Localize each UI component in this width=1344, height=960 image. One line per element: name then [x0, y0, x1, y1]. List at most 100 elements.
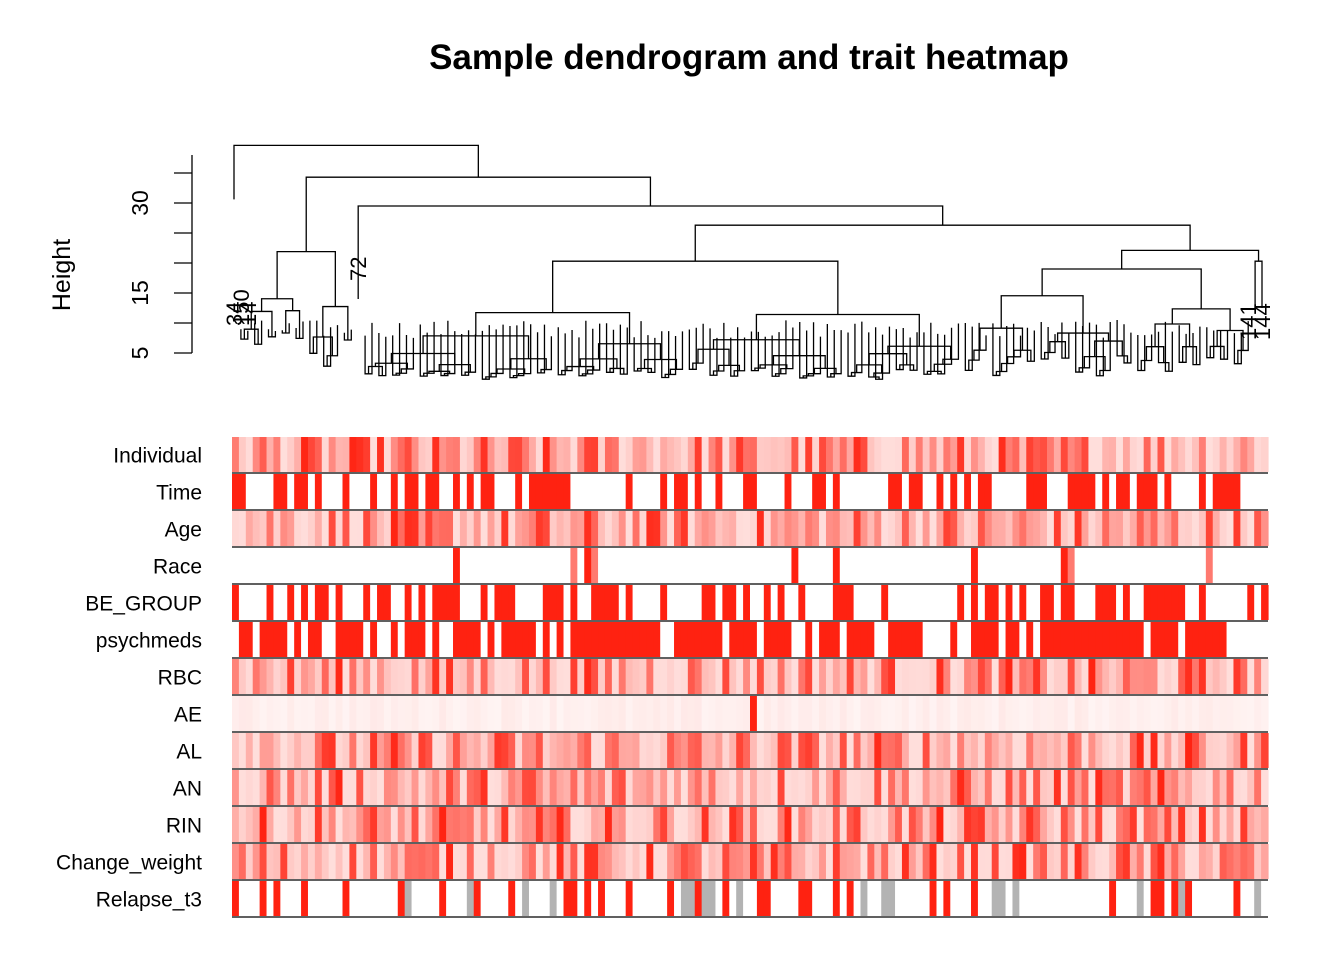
heatmap-cell	[639, 770, 647, 805]
heatmap-cell	[321, 696, 330, 731]
heatmap-cell	[867, 548, 875, 583]
heatmap-cell	[701, 844, 710, 879]
heatmap-cell	[549, 585, 558, 620]
heatmap-cell	[625, 733, 634, 768]
heatmap-cell	[853, 474, 862, 509]
trait-row-label: RBC	[158, 667, 202, 690]
heatmap-cell	[273, 733, 281, 768]
heatmap-cell	[1088, 844, 1096, 879]
heatmap-cell	[577, 844, 585, 879]
heatmap-cell	[639, 733, 647, 768]
heatmap-cell	[377, 511, 385, 546]
heatmap-cell	[466, 696, 475, 731]
heatmap-cell	[535, 511, 544, 546]
heatmap-cell	[715, 622, 723, 657]
heatmap-cell	[791, 733, 799, 768]
heatmap-cell	[577, 437, 585, 472]
heatmap-cell	[687, 881, 696, 916]
heatmap-cell	[1040, 511, 1048, 546]
heatmap-cell	[839, 437, 848, 472]
heatmap-cell	[901, 881, 910, 916]
heatmap-cell	[1129, 585, 1138, 620]
trait-row-label: psychmeds	[96, 630, 202, 653]
heatmap-cell	[708, 733, 717, 768]
heatmap-cell	[301, 844, 309, 879]
heatmap-cell	[611, 622, 620, 657]
heatmap-cell	[729, 844, 737, 879]
heatmap-cell	[611, 733, 620, 768]
dendrogram-branch	[512, 321, 525, 378]
heatmap-cell	[922, 622, 931, 657]
heatmap-cell	[446, 548, 454, 583]
heatmap-cell	[390, 622, 399, 657]
heatmap-cell	[1164, 622, 1172, 657]
heatmap-cell	[473, 733, 482, 768]
heatmap-cell	[901, 437, 910, 472]
heatmap-cell	[1005, 844, 1014, 879]
heatmap-cell	[356, 659, 364, 694]
heatmap-cell	[232, 437, 240, 472]
heatmap-cell	[1240, 844, 1248, 879]
heatmap-cell	[1240, 622, 1248, 657]
heatmap-cell	[881, 733, 889, 768]
heatmap-cell	[618, 844, 627, 879]
dendrogram-branch	[605, 323, 615, 373]
heatmap-cell	[321, 881, 330, 916]
heatmap-cell	[791, 622, 799, 657]
heatmap-cell	[784, 474, 793, 509]
heatmap-cell	[819, 622, 827, 657]
heatmap-cell	[342, 807, 351, 842]
heatmap-cell	[1005, 807, 1014, 842]
heatmap-cell	[314, 548, 323, 583]
heatmap-cell	[1102, 659, 1110, 694]
heatmap-cell	[556, 659, 565, 694]
heatmap-cell	[936, 696, 944, 731]
heatmap-cell	[584, 696, 592, 731]
heatmap-cell	[977, 511, 986, 546]
dendrogram-branch	[367, 365, 383, 376]
heatmap-cell	[881, 770, 889, 805]
heatmap-cell	[273, 511, 281, 546]
heatmap-cell	[943, 511, 951, 546]
heatmap-cell	[1088, 807, 1096, 842]
heatmap-cell	[722, 733, 730, 768]
heatmap-cell	[307, 807, 316, 842]
heatmap-cell	[1081, 437, 1090, 472]
heatmap-cell	[411, 770, 420, 805]
heatmap-cell	[528, 659, 537, 694]
heatmap-cell	[280, 770, 288, 805]
heatmap-cell	[784, 733, 793, 768]
heatmap-cell	[832, 733, 841, 768]
heatmap-cell	[722, 622, 730, 657]
heatmap-cell	[805, 548, 813, 583]
heatmap-cell	[715, 548, 723, 583]
heatmap-cell	[453, 881, 461, 916]
heatmap-cell	[888, 548, 896, 583]
heatmap-cell	[349, 548, 357, 583]
heatmap-cell	[708, 844, 717, 879]
heatmap-cell	[805, 511, 813, 546]
dendrogram-branch	[243, 328, 259, 345]
heatmap-cell	[342, 733, 351, 768]
heatmap-cell	[604, 807, 613, 842]
heatmap-cell	[743, 844, 751, 879]
heatmap-cell	[301, 511, 309, 546]
heatmap-cell	[646, 585, 654, 620]
heatmap-cell	[936, 622, 944, 657]
heatmap-cell	[743, 585, 751, 620]
heatmap-cell	[667, 807, 675, 842]
heatmap-cell	[1185, 585, 1193, 620]
heatmap-cell	[232, 622, 240, 657]
heatmap-cell	[598, 659, 606, 694]
heatmap-cell	[819, 474, 827, 509]
dendrogram-branch	[1233, 333, 1242, 365]
heatmap-cell	[1143, 585, 1152, 620]
heatmap-cell	[563, 770, 572, 805]
heatmap-cell	[998, 696, 1007, 731]
heatmap-cell	[1088, 733, 1096, 768]
heatmap-cell	[998, 437, 1007, 472]
heatmap-cell	[377, 659, 385, 694]
dendrogram-branch	[750, 331, 759, 372]
heatmap-cell	[736, 585, 744, 620]
heatmap-cell	[1150, 585, 1159, 620]
